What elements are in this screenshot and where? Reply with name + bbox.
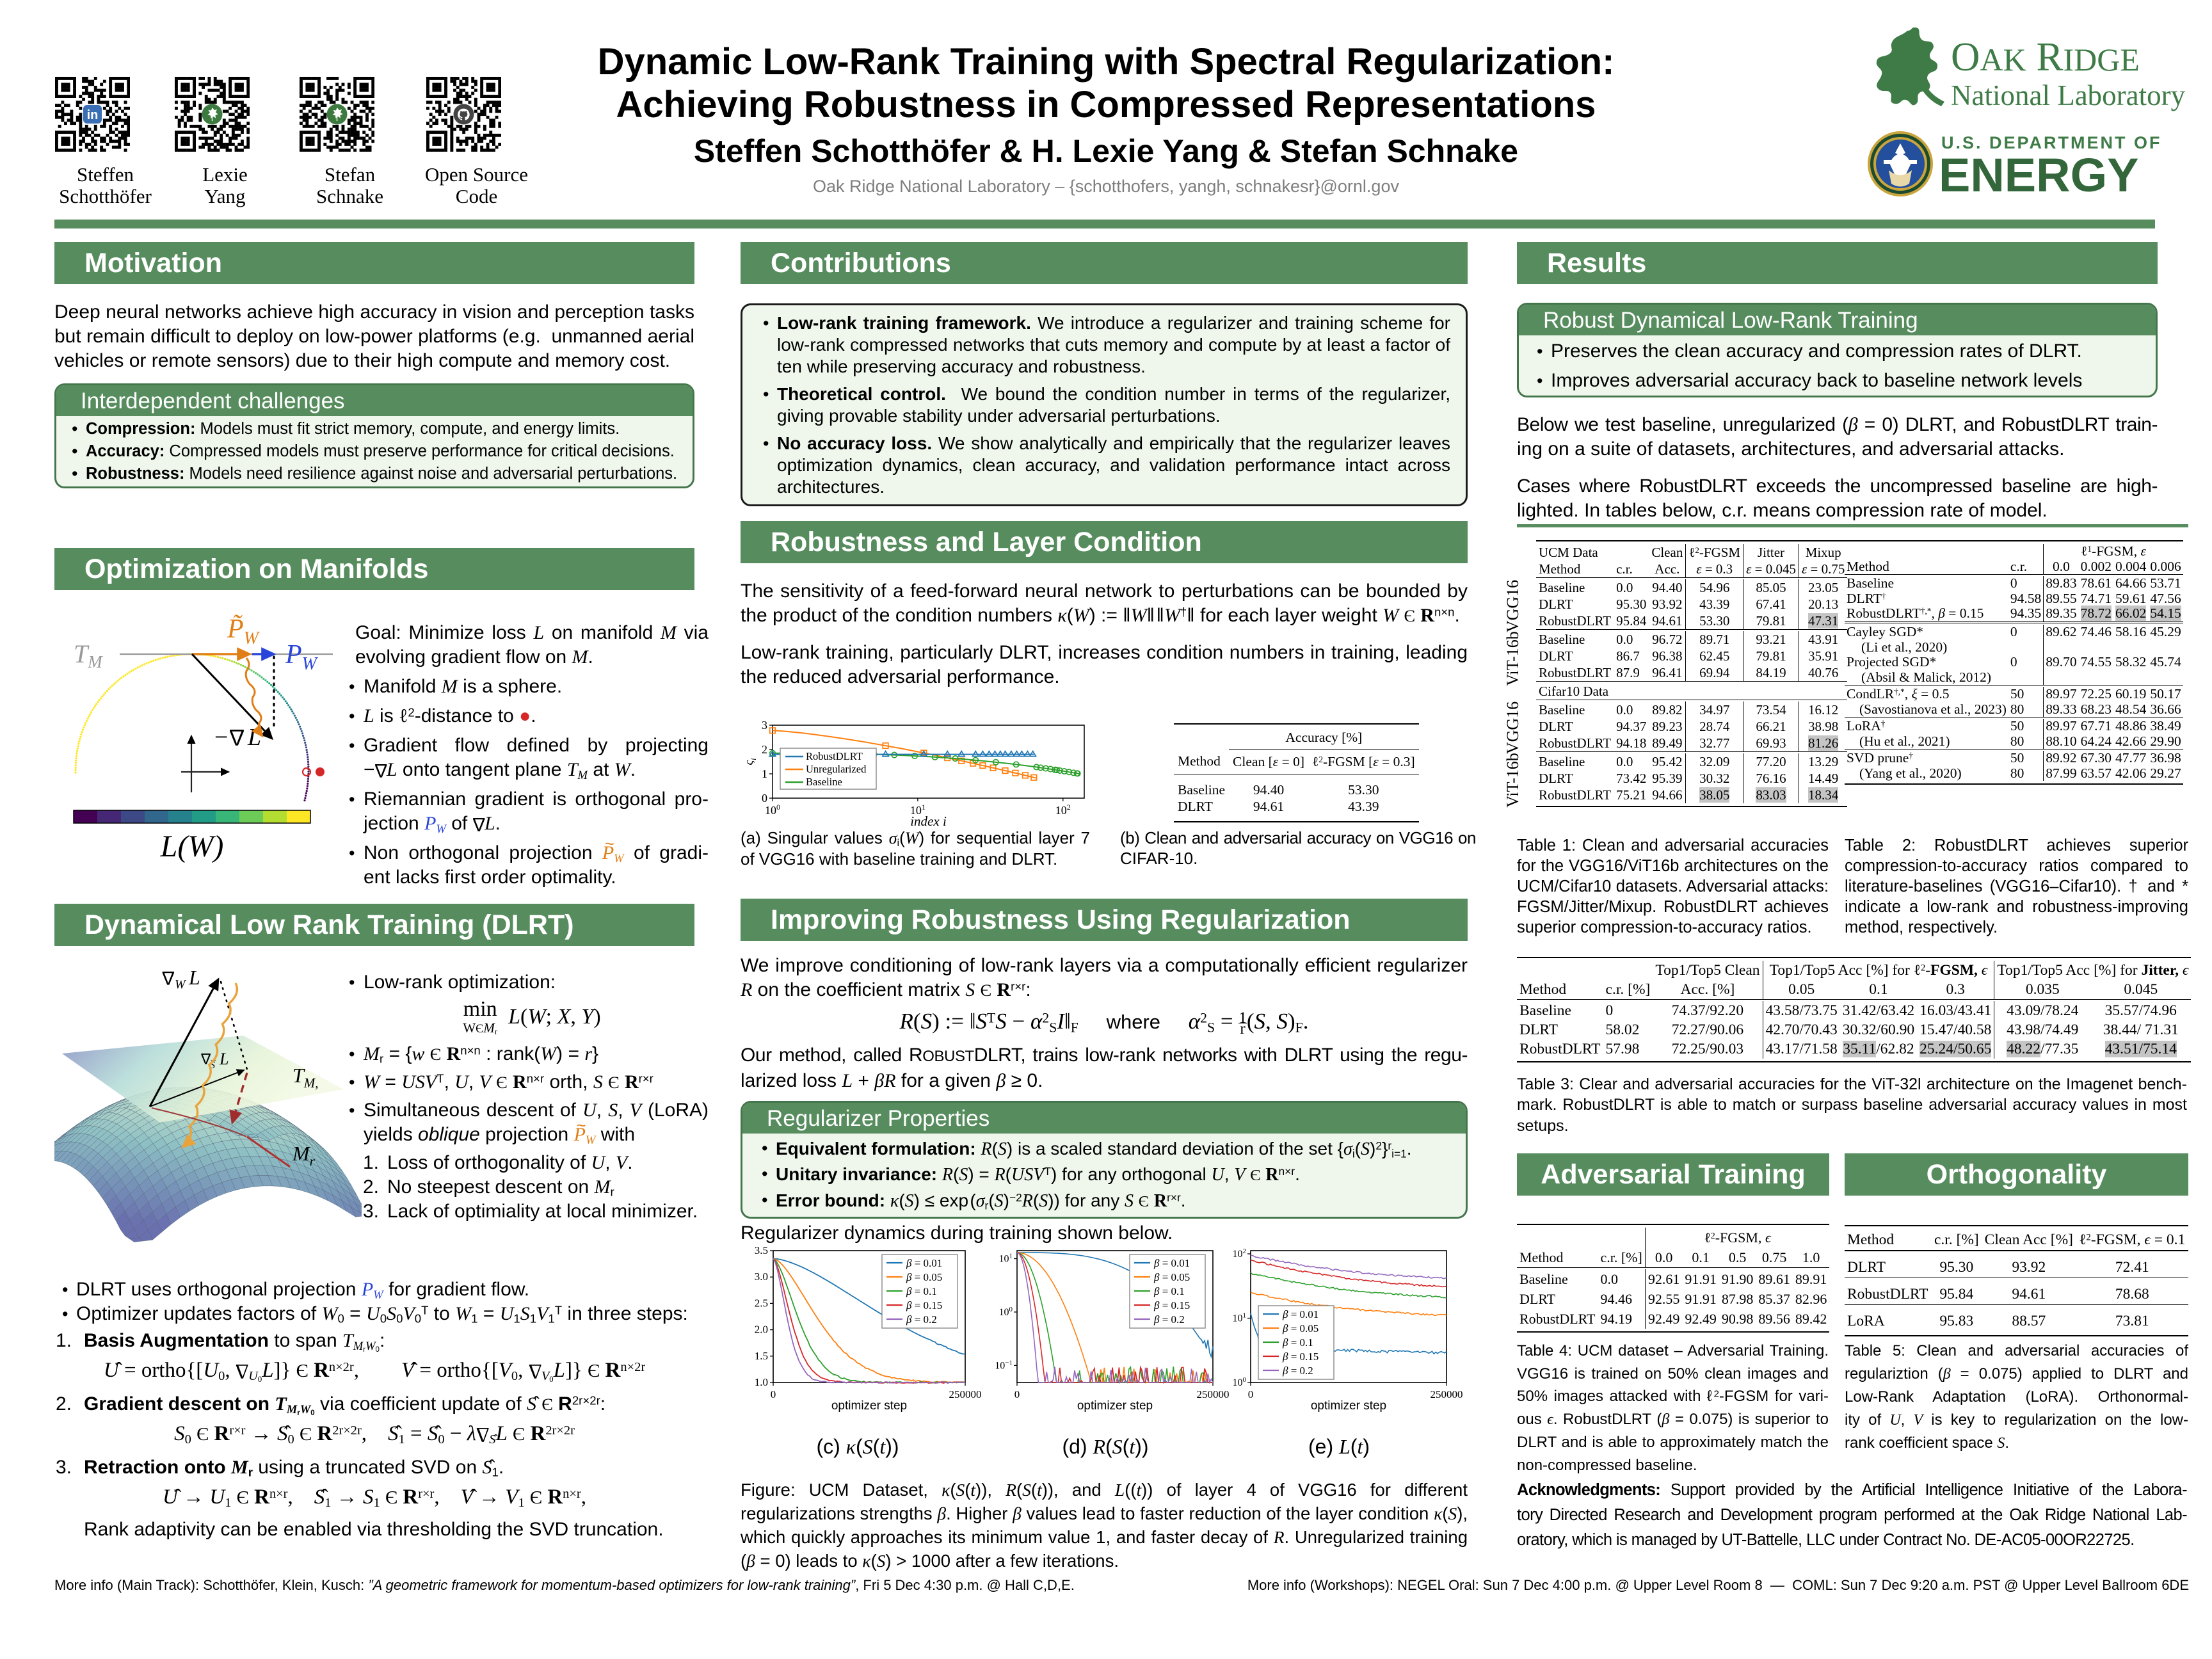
svg-text:250000: 250000 — [1431, 1388, 1463, 1400]
svg-text:101: 101 — [910, 803, 926, 817]
svg-text:100: 100 — [765, 803, 780, 817]
svg-text:β = 0.1: β = 0.1 — [1153, 1285, 1185, 1297]
svg-text:optimizer step: optimizer step — [831, 1399, 907, 1412]
svg-text:β = 0.1: β = 0.1 — [906, 1285, 937, 1297]
svg-text:102: 102 — [1055, 803, 1071, 817]
svg-text:3: 3 — [762, 720, 767, 732]
svg-text:β = 0.05: β = 0.05 — [1282, 1322, 1318, 1334]
svg-text:β = 0.05: β = 0.05 — [906, 1271, 942, 1283]
svg-text:3.5: 3.5 — [755, 1244, 768, 1256]
svg-text:RobustDLRT: RobustDLRT — [806, 750, 863, 762]
svg-text:β = 0.2: β = 0.2 — [906, 1313, 937, 1326]
svg-text:101: 101 — [1233, 1312, 1247, 1324]
svg-text:index i: index i — [910, 813, 947, 828]
svg-text:0: 0 — [771, 1388, 776, 1400]
svg-text:β = 0.05: β = 0.05 — [1153, 1271, 1190, 1283]
svg-text:100: 100 — [999, 1306, 1013, 1318]
svg-text:10−1: 10−1 — [995, 1359, 1013, 1371]
svg-text:β = 0.15: β = 0.15 — [1282, 1350, 1318, 1363]
svg-text:PW: PW — [285, 640, 319, 674]
svg-text:OAK RIDGE: OAK RIDGE — [1951, 35, 2140, 79]
svg-text:1: 1 — [762, 767, 767, 780]
svg-text:β = 0.2: β = 0.2 — [1153, 1313, 1185, 1326]
svg-text:3.0: 3.0 — [755, 1270, 768, 1283]
svg-text:β = 0.01: β = 0.01 — [906, 1257, 942, 1269]
svg-text:TM: TM — [74, 639, 103, 671]
svg-text:W: W — [175, 977, 187, 991]
svg-text:2.0: 2.0 — [755, 1324, 768, 1336]
svg-text:β = 0.01: β = 0.01 — [1153, 1257, 1190, 1269]
svg-text:250000: 250000 — [949, 1388, 982, 1400]
svg-text:TM,: TM, — [293, 1064, 319, 1091]
svg-text:∆: ∆ — [162, 967, 174, 988]
svg-text:ςi: ςi — [746, 758, 758, 765]
svg-text:2.5: 2.5 — [755, 1297, 768, 1309]
svg-text:β = 0.2: β = 0.2 — [1282, 1365, 1313, 1377]
svg-text:102: 102 — [1233, 1247, 1247, 1260]
svg-text:P̃W: P̃W — [227, 614, 260, 648]
svg-text:U.S. DEPARTMENT OF: U.S. DEPARTMENT OF — [1941, 133, 2162, 152]
svg-text:Unregularized: Unregularized — [806, 763, 867, 775]
svg-text:∆: ∆ — [201, 1050, 211, 1067]
svg-text:0: 0 — [762, 792, 767, 805]
svg-text:1.0: 1.0 — [755, 1376, 768, 1388]
svg-text:L: L — [219, 1050, 228, 1068]
svg-text:S̅: S̅ — [210, 1060, 216, 1071]
svg-text:0: 0 — [1248, 1388, 1254, 1400]
svg-text:101: 101 — [999, 1253, 1013, 1265]
svg-text:β = 0.15: β = 0.15 — [1153, 1299, 1190, 1311]
svg-text:L: L — [188, 966, 200, 989]
svg-text:−: − — [214, 724, 228, 751]
svg-text:1.5: 1.5 — [755, 1350, 768, 1362]
svg-text:in: in — [87, 108, 99, 122]
svg-text:2: 2 — [762, 743, 767, 756]
svg-text:optimizer step: optimizer step — [1077, 1399, 1153, 1412]
svg-text:L(W): L(W) — [160, 830, 224, 863]
svg-text:0: 0 — [1014, 1388, 1020, 1400]
svg-text:β = 0.1: β = 0.1 — [1282, 1336, 1313, 1349]
svg-text:National Laboratory: National Laboratory — [1951, 79, 2186, 111]
svg-text:250000: 250000 — [1197, 1388, 1230, 1400]
svg-text:Baseline: Baseline — [806, 776, 842, 788]
svg-text:∆: ∆ — [230, 725, 244, 751]
svg-text:ENERGY: ENERGY — [1939, 148, 2139, 202]
svg-text:100: 100 — [1233, 1376, 1247, 1388]
svg-text:β = 0.15: β = 0.15 — [906, 1299, 942, 1311]
svg-text:optimizer step: optimizer step — [1311, 1399, 1386, 1412]
svg-text:β = 0.01: β = 0.01 — [1282, 1308, 1318, 1320]
